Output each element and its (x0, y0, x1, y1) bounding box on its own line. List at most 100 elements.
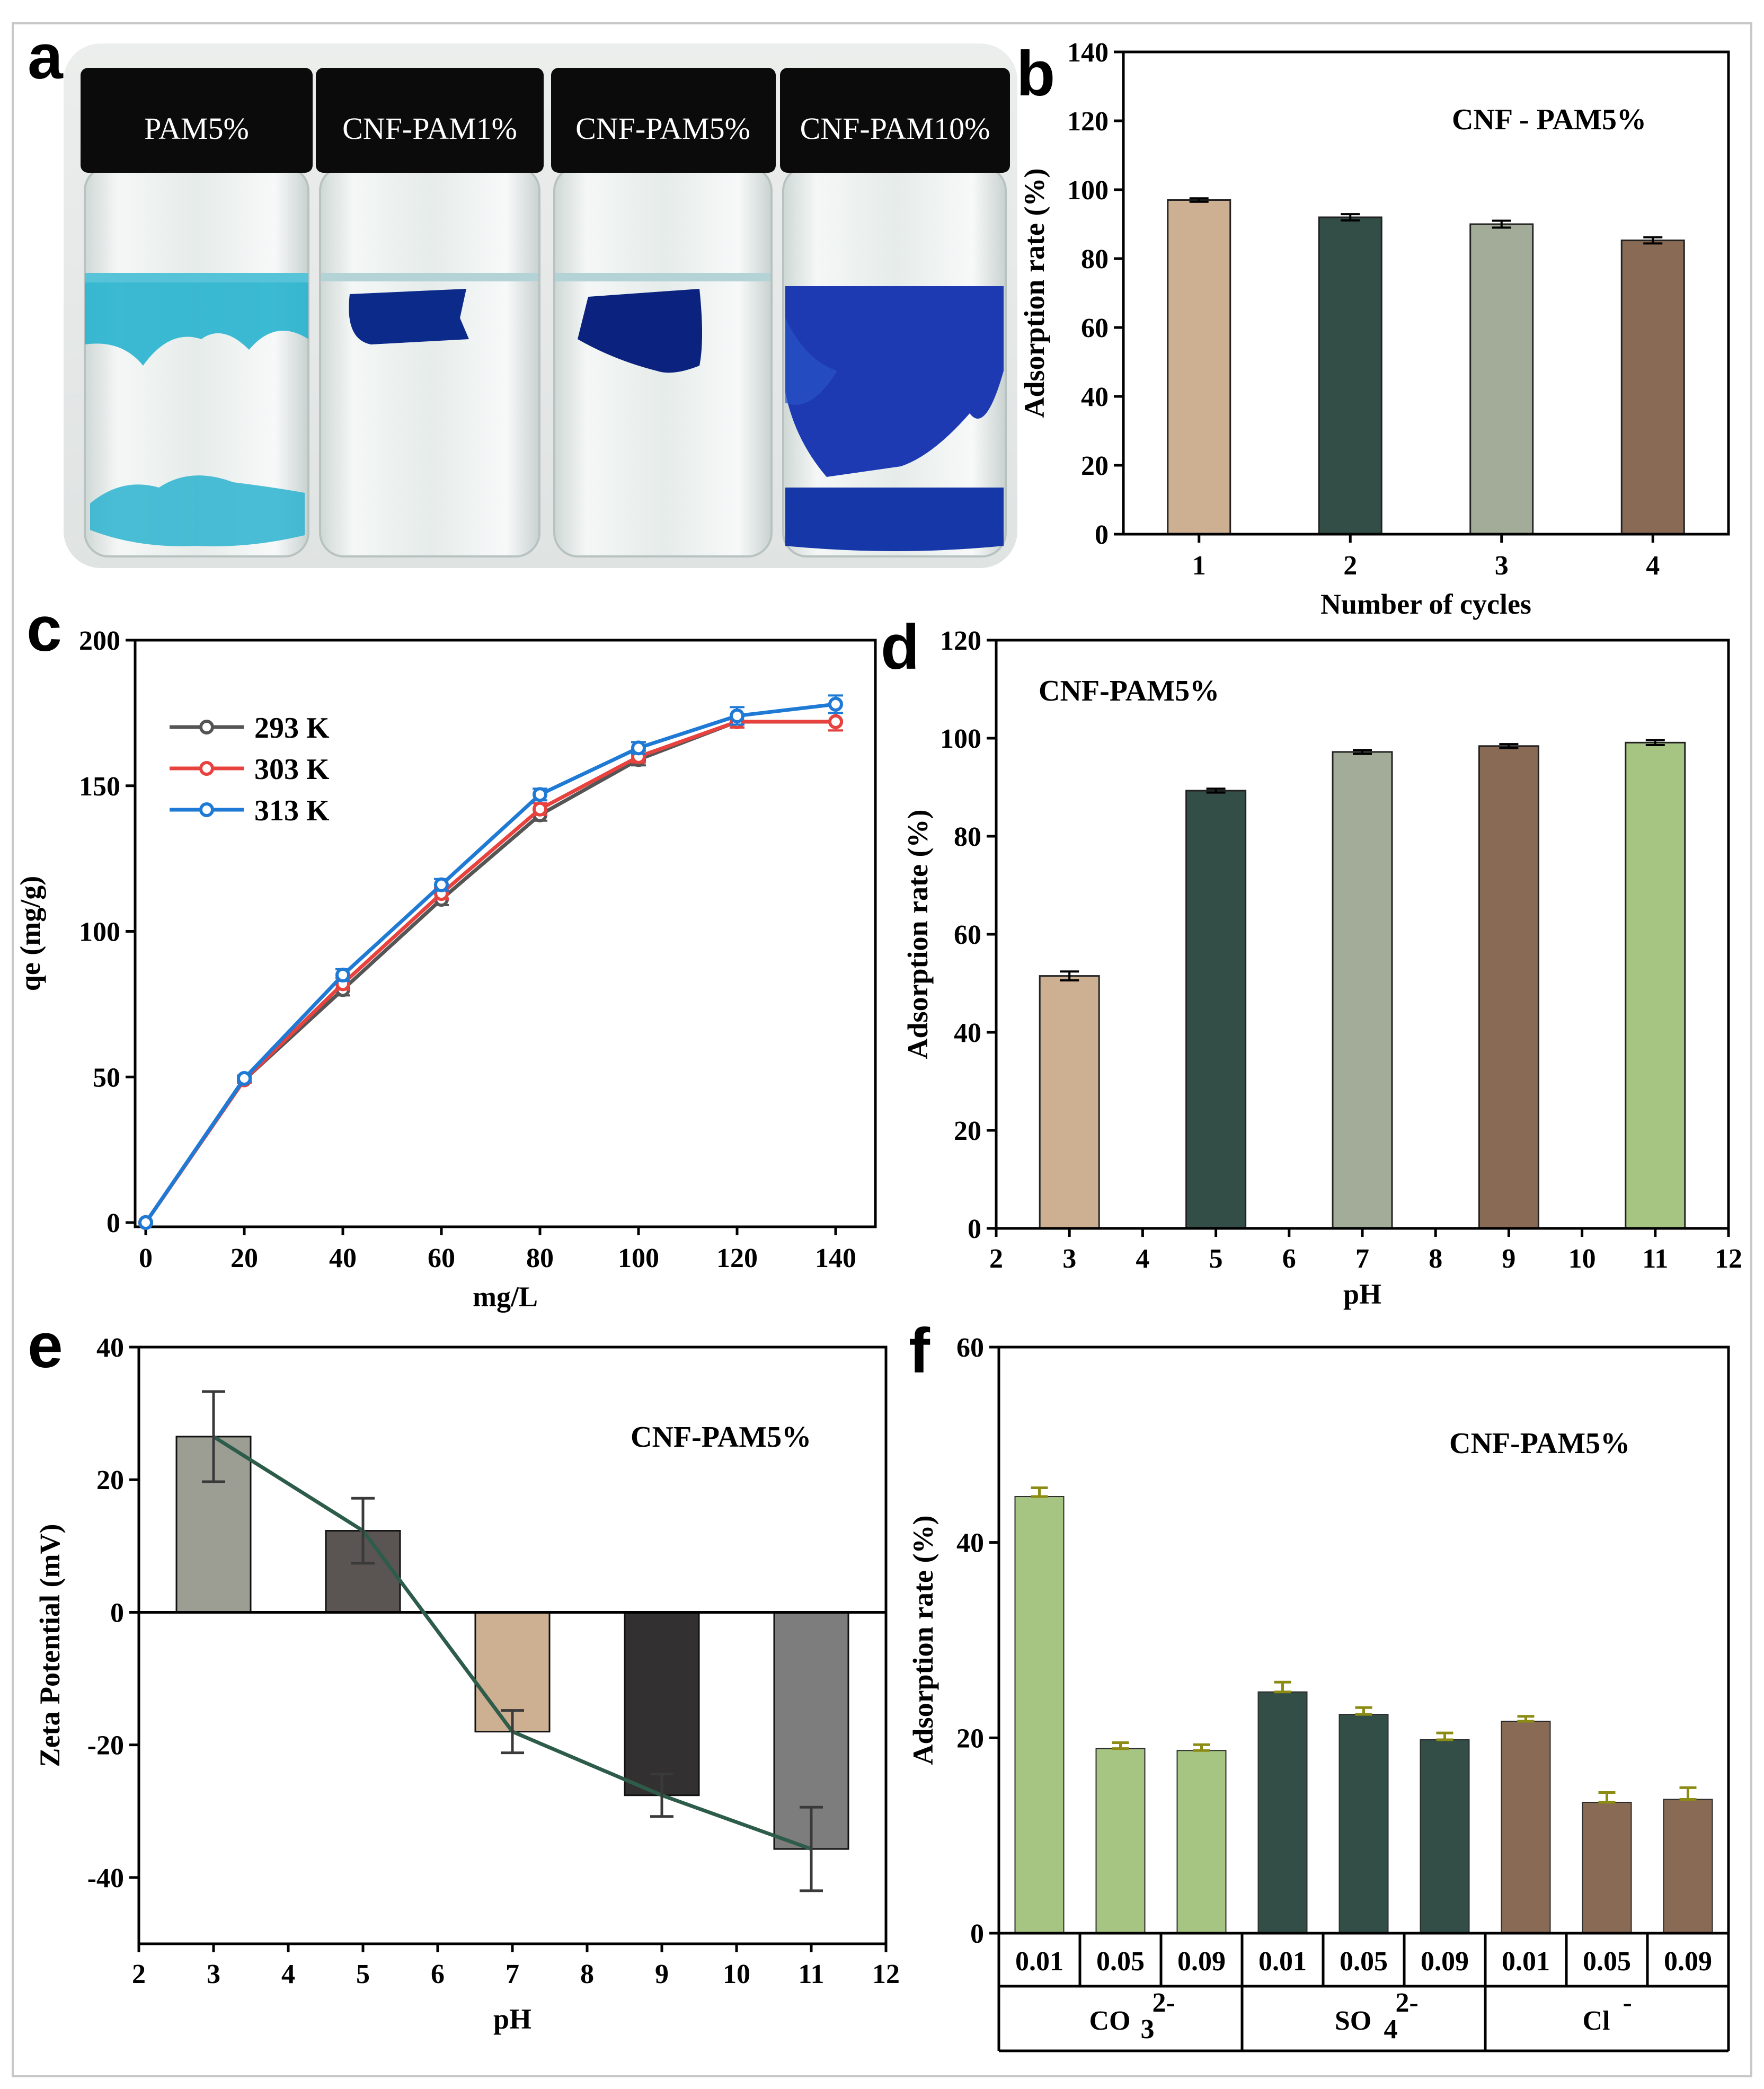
y-tick-label: 0 (970, 1919, 984, 1949)
bar (1039, 975, 1100, 1229)
x-tick-label: 40 (329, 1243, 357, 1273)
legend-label: 303 K (254, 753, 330, 786)
x-tick-label: 12 (872, 1959, 900, 1989)
y-tick-label: 80 (954, 822, 981, 852)
bar (624, 1611, 700, 1796)
vial-photo: PAM5% CNF-PAM1% CNF-PAM5% CNF-PAM10% (64, 43, 1017, 568)
x-tick-label: 9 (655, 1959, 669, 1989)
y-tick-label: 80 (1081, 244, 1109, 275)
y-tick-label: 50 (93, 1063, 120, 1093)
x-tick-label: 1 (1192, 551, 1206, 581)
x-axis-label: pH (493, 2003, 531, 2035)
series-line-2 (144, 702, 836, 1224)
x-tick-label: 10 (1568, 1244, 1596, 1274)
y-tick-label: 100 (940, 724, 981, 754)
x-axis-label: mg/L (473, 1281, 538, 1313)
x-tick-label: 4 (281, 1959, 295, 1989)
x-tick-label: 120 (716, 1243, 758, 1273)
concentration-label: 0.05 (1096, 1946, 1145, 1977)
panel-label-d: d (881, 612, 919, 683)
vial-cap (780, 68, 1010, 173)
x-tick-label: 3 (1495, 551, 1509, 581)
x-axis-label: pH (1343, 1278, 1381, 1310)
bar (1620, 240, 1685, 535)
y-tick-label: 40 (1081, 382, 1109, 412)
vial-cap (316, 68, 544, 173)
x-tick-label: 2 (989, 1244, 1003, 1274)
bar (1185, 790, 1247, 1229)
vial-cap (551, 68, 776, 173)
vial-cnf-pam5: CNF-PAM5% (551, 68, 776, 557)
x-tick-label: 2 (1343, 551, 1357, 581)
y-tick-label: 20 (1081, 451, 1109, 481)
chart-d: 0 20 40 60 80 100 120 2 3 4 5 6 7 8 9 10 11 12 pH Adsorptio… (902, 626, 1742, 1310)
y-tick-label: 100 (1067, 175, 1109, 206)
y-tick-label: 60 (954, 920, 981, 950)
vial-label-3: CNF-PAM5% (575, 111, 750, 146)
y-tick-label: 20 (956, 1723, 984, 1754)
vial-label-2: CNF-PAM1% (342, 111, 517, 146)
y-axis-label: Adsorption rate (%) (1018, 169, 1050, 418)
x-tick-label: 5 (356, 1959, 370, 1989)
ion-superscript: 2- (1396, 1988, 1419, 2018)
x-tick-label: 3 (1062, 1244, 1076, 1274)
bar (1338, 1714, 1389, 1934)
panel-label-f: f (909, 1315, 930, 1386)
panel-label-e: e (28, 1310, 63, 1381)
x-tick-label: 7 (506, 1959, 519, 1989)
bar (1582, 1801, 1632, 1934)
bar (1095, 1748, 1146, 1934)
vial-label-1: PAM5% (144, 111, 249, 146)
y-tick-label: 0 (968, 1214, 981, 1244)
y-axis-label: qe (mg/g) (14, 876, 46, 991)
series-line-0 (144, 720, 836, 1224)
bar (1167, 199, 1231, 535)
x-tick-label: 0 (139, 1243, 153, 1273)
plot-frame (134, 639, 877, 1228)
bar (1014, 1496, 1065, 1934)
concentration-label: 0.01 (1502, 1946, 1550, 1977)
data-point (533, 787, 547, 802)
concentration-label: 0.01 (1258, 1946, 1307, 1977)
y-tick-label: 0 (107, 1208, 120, 1238)
legend-marker (199, 761, 214, 776)
x-tick-label: 4 (1646, 551, 1660, 581)
y-tick-label: -20 (87, 1731, 124, 1761)
x-tick-label: 60 (428, 1243, 455, 1273)
bar (1420, 1739, 1470, 1934)
ion-superscript: - (1623, 1988, 1632, 2018)
ion-group-label: Cl (1583, 2006, 1610, 2036)
x-tick-label: 20 (231, 1243, 258, 1273)
data-point (237, 1070, 252, 1086)
y-tick-label: 60 (1081, 313, 1109, 343)
ion-subscript: 3 (1141, 2014, 1155, 2044)
y-tick-label: 200 (79, 626, 120, 656)
x-tick-label: 10 (723, 1959, 750, 1989)
concentration-label: 0.05 (1583, 1946, 1631, 1977)
x-tick-label: 9 (1502, 1244, 1515, 1274)
y-tick-label: 100 (79, 917, 120, 948)
plot-frame (997, 1346, 1730, 1935)
chart-f: 0 20 40 60 Adsorption rate (%) CNF-PAM5% 0.01 0… (907, 1333, 1730, 2052)
ion-superscript: 2- (1153, 1988, 1175, 2018)
x-tick-label: 5 (1209, 1244, 1223, 1274)
chart-c: 0 50 100 150 200 0 20 40 60 80 100 120 140 293 K 303 K… (14, 626, 877, 1313)
ion-group-label: CO (1089, 2006, 1131, 2036)
concentration-label: 0.09 (1421, 1946, 1469, 1977)
chart-annotation: CNF - PAM5% (1452, 103, 1646, 136)
concentration-label: 0.01 (1015, 1946, 1063, 1977)
vial-pam5: PAM5% (81, 68, 313, 557)
concentration-label: 0.05 (1340, 1946, 1388, 1977)
y-tick-label: 0 (110, 1598, 124, 1628)
y-axis-label: Adsorption rate (%) (902, 810, 934, 1059)
y-tick-label: 60 (956, 1333, 984, 1363)
vial-label-4: CNF-PAM10% (800, 111, 990, 146)
chart-e: -40 -20 0 20 40 2 3 4 5 6 7 8 9 10 11 12 pH Zeta Potentia… (34, 1333, 900, 2035)
plot-frame (1122, 50, 1730, 536)
data-point (533, 801, 547, 817)
x-tick-label: 100 (618, 1243, 659, 1273)
vial-cap (81, 68, 313, 173)
data-point (434, 877, 449, 892)
